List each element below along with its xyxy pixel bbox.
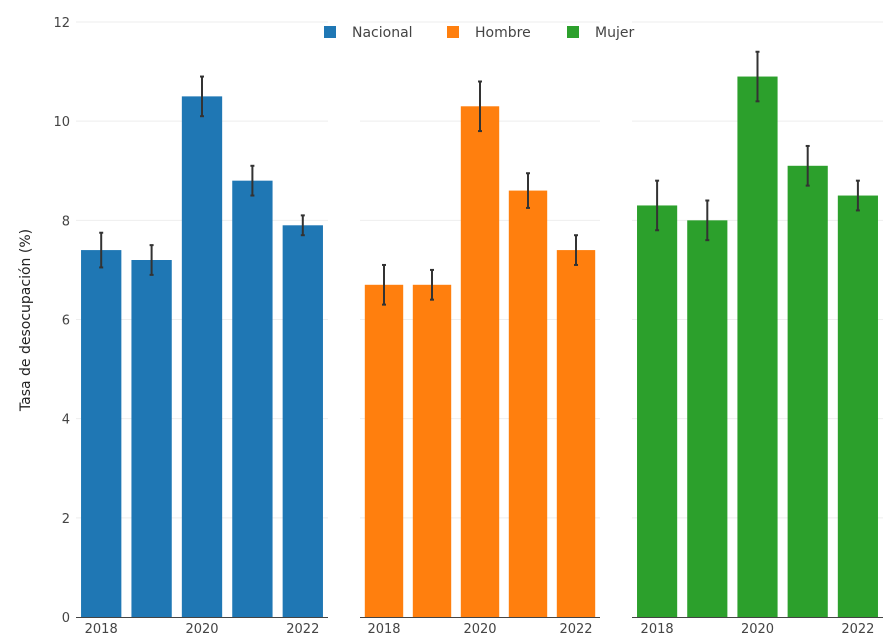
x-tick-label: 2022 bbox=[559, 622, 592, 635]
bar-hombre bbox=[364, 284, 404, 617]
legend-swatch bbox=[567, 26, 579, 38]
bar-mujer bbox=[837, 195, 878, 617]
legend-label: Hombre bbox=[475, 25, 531, 41]
bar-nacional bbox=[282, 225, 323, 617]
y-tick-label: 6 bbox=[62, 314, 70, 329]
y-tick-label: 0 bbox=[62, 611, 70, 626]
axis-layer: 0 2 4 6 8 10 12 2018 2020 2022 2018 2020 2022 2018 202… bbox=[53, 16, 883, 637]
bar-hombre bbox=[556, 250, 596, 618]
bar-nacional bbox=[181, 96, 223, 617]
bar-mujer bbox=[687, 220, 728, 618]
x-tick-label: 2018 bbox=[367, 622, 400, 635]
bar-nacional bbox=[81, 250, 122, 618]
legend-swatch bbox=[447, 26, 459, 38]
x-tick-label: 2018 bbox=[641, 622, 674, 635]
bars-layer bbox=[81, 50, 878, 618]
bar-mujer bbox=[787, 165, 828, 617]
x-tick-label: 2020 bbox=[741, 622, 774, 635]
y-tick-label: 2 bbox=[62, 512, 70, 527]
legend-swatch bbox=[324, 26, 336, 38]
y-tick-label: 8 bbox=[62, 214, 70, 229]
bar-nacional bbox=[232, 180, 273, 617]
bar-hombre bbox=[412, 284, 452, 617]
x-tick-label: 2022 bbox=[841, 622, 874, 635]
legend-label: Mujer bbox=[595, 25, 634, 41]
y-tick-label: 10 bbox=[53, 115, 70, 130]
x-tick-label: 2018 bbox=[85, 622, 118, 635]
x-tick-label: 2020 bbox=[185, 622, 218, 635]
legend-label: Nacional bbox=[352, 25, 413, 41]
bar-mujer bbox=[637, 205, 678, 618]
x-tick-label: 2020 bbox=[463, 622, 496, 635]
bar-nacional bbox=[131, 260, 172, 617]
legend: Nacional Hombre Mujer bbox=[324, 25, 634, 41]
y-axis-label: Tasa de desocupación (%) bbox=[18, 229, 34, 412]
bar-hombre bbox=[460, 106, 500, 618]
y-tick-label: 12 bbox=[53, 16, 70, 31]
x-tick-label: 2022 bbox=[286, 622, 319, 635]
bar-mujer bbox=[737, 76, 778, 617]
y-tick-label: 4 bbox=[62, 413, 70, 428]
bar-hombre bbox=[508, 190, 548, 618]
